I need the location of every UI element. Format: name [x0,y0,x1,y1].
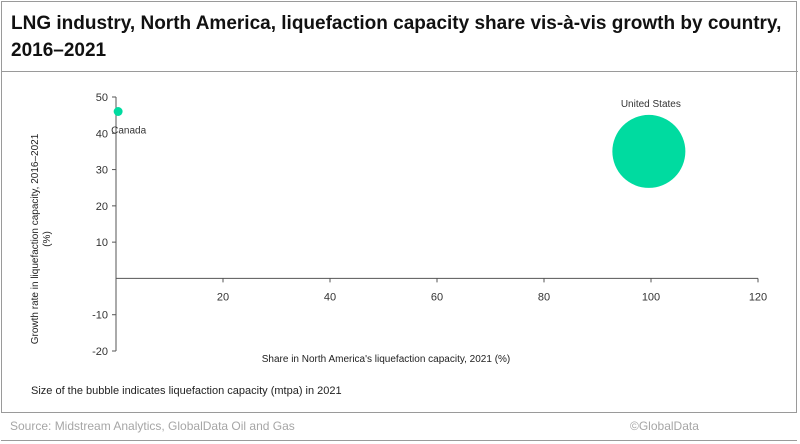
x-tick-label: 20 [217,291,229,303]
y-tick-label: -20 [92,346,108,358]
tick-labels: 50 40 30 20 10 -10 -20 20 40 60 80 100 120 [92,92,767,358]
title-divider [2,71,798,72]
y-tick-label: -10 [92,310,108,322]
bubble-canada [113,107,123,116]
bubble-size-note: Size of the bubble indicates liquefactio… [31,385,342,397]
copyright-text: ©GlobalData [630,419,699,433]
x-tick-label: 60 [431,291,443,303]
bubbles: Canada United States [111,99,686,188]
footer: Source: Midstream Analytics, GlobalData … [1,412,797,440]
x-axis-title: Share in North America's liquefaction ca… [262,354,511,365]
chart-title: LNG industry, North America, liquefactio… [11,13,782,61]
x-tick-label: 40 [324,291,336,303]
y-tick-label: 40 [96,128,108,140]
axes [112,96,759,352]
x-tick-label: 120 [749,291,767,303]
bubble-united-states [612,114,686,188]
y-axis-title-line2: (%) [42,231,53,247]
bubble-label-united-states: United States [621,99,681,110]
y-tick-label: 30 [96,165,108,177]
x-tick-label: 80 [538,291,550,303]
bubble-label-canada: Canada [111,126,146,137]
source-text: Source: Midstream Analytics, GlobalData … [10,419,295,433]
y-tick-label: 10 [96,237,108,249]
y-axis-title-line1: Growth rate in liquefaction capacity, 20… [30,133,41,344]
y-tick-label: 20 [96,201,108,213]
x-tick-label: 100 [642,291,660,303]
y-axis-title: Growth rate in liquefaction capacity, 20… [30,133,53,344]
y-tick-label: 50 [96,92,108,104]
bubble-chart: Growth rate in liquefaction capacity, 20… [30,92,767,365]
